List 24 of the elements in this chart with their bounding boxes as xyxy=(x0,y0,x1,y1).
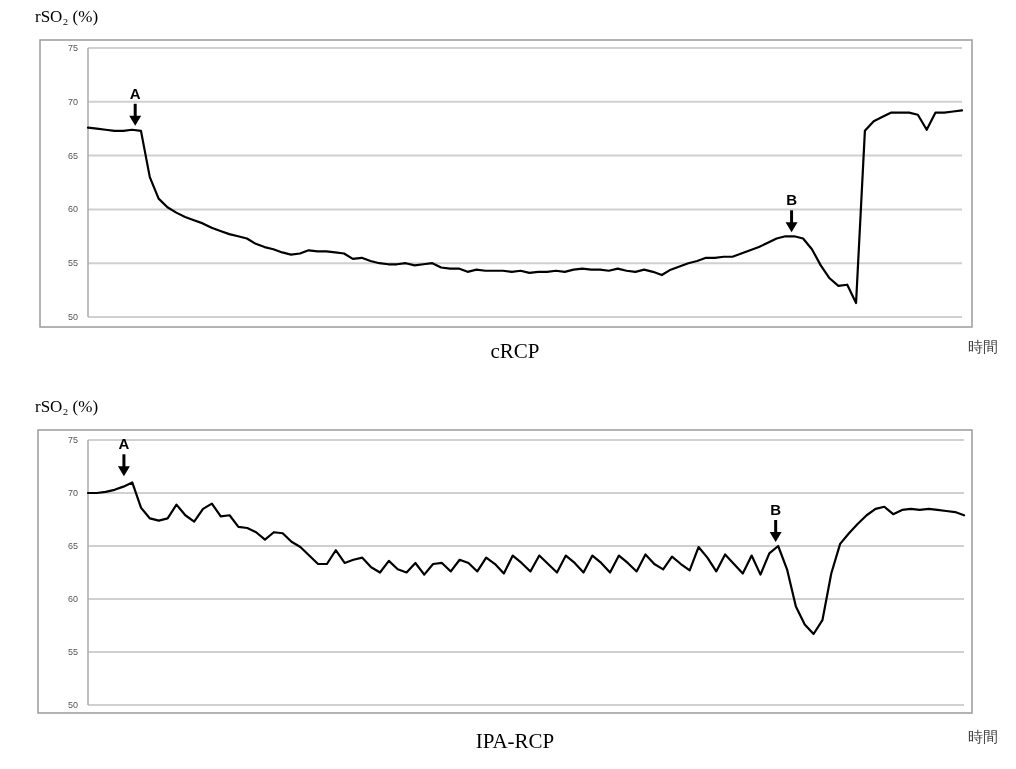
y-axis-title: rSO₂ (%) xyxy=(35,397,99,416)
annotation: A xyxy=(129,84,141,102)
y-tick-label: 60 xyxy=(67,594,78,604)
line-series xyxy=(86,481,966,636)
x-axis-title: 時間 xyxy=(968,728,998,745)
y-tick-label: 75 xyxy=(67,43,78,53)
y-tick-label: 60 xyxy=(67,204,78,215)
y-axis-title: rSO₂ (%) xyxy=(35,7,99,26)
y-tick-label: 55 xyxy=(67,258,78,269)
text: IPA-RCP xyxy=(475,729,555,753)
line-series xyxy=(86,109,964,305)
y-tick-label: 70 xyxy=(67,96,78,107)
annotation: A xyxy=(118,435,130,453)
y-tick-label: 70 xyxy=(67,488,78,498)
annotation: B xyxy=(770,501,782,518)
y-tick-label: 75 xyxy=(67,435,78,445)
y-tick-label: 65 xyxy=(67,150,78,161)
y-tick-label: 55 xyxy=(67,647,78,657)
y-tick-label: 50 xyxy=(67,312,78,322)
text: cRCP xyxy=(490,339,540,363)
annotation: B xyxy=(786,191,798,209)
y-tick-label: 50 xyxy=(67,700,78,710)
y-tick-label: 65 xyxy=(67,541,78,551)
x-axis-title: 時間 xyxy=(968,338,998,355)
